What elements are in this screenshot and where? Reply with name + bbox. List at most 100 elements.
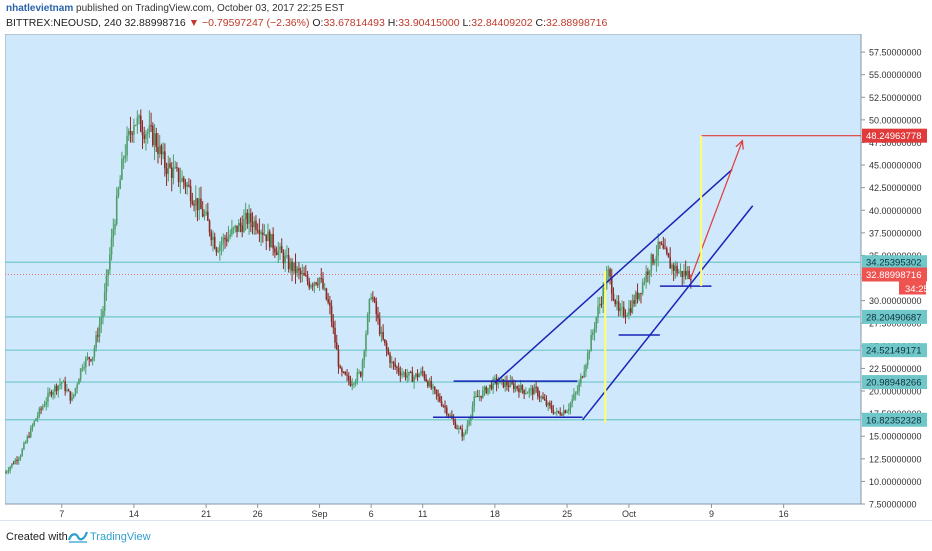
candle-body	[275, 252, 278, 255]
candle-body	[138, 115, 140, 118]
candle-body	[459, 427, 462, 430]
candle-body	[449, 415, 451, 417]
candle-body	[229, 234, 231, 237]
candle-body	[153, 133, 156, 146]
candle-body	[256, 229, 259, 231]
candle-body	[298, 268, 300, 271]
author-name[interactable]: nhatlevietnam	[6, 3, 74, 14]
candle-body	[360, 371, 362, 377]
candle-body	[562, 410, 565, 416]
candle-body	[421, 371, 424, 373]
candle-body	[78, 379, 80, 385]
x-tick-label: 25	[562, 509, 572, 519]
candle-body	[549, 402, 551, 406]
created-with-label: Created with	[6, 531, 68, 543]
candle-body	[11, 463, 13, 467]
tradingview-logo-icon[interactable]	[68, 528, 88, 544]
candle-body	[435, 389, 438, 395]
candle-body	[380, 331, 383, 334]
price-chart[interactable]: 7.50000000 10.00000000 12.50000000 15.00000…	[4, 33, 929, 520]
candle-body	[537, 387, 539, 397]
candle-body	[237, 223, 240, 232]
candle-body	[645, 271, 647, 282]
candle-body	[600, 303, 603, 305]
candle-body	[145, 133, 147, 139]
candle-body	[619, 308, 622, 312]
candle-body	[74, 388, 77, 395]
candle-body	[684, 270, 687, 276]
candle-body	[492, 379, 494, 390]
candle-body	[184, 182, 187, 187]
candle-body	[372, 297, 374, 299]
plot-background	[4, 33, 862, 505]
y-tick-label: 37.50000000	[869, 228, 922, 238]
x-tick-label: 9	[709, 509, 714, 519]
candle-body	[40, 408, 42, 410]
candle-body	[353, 383, 355, 385]
down-triangle-icon: ▼	[188, 17, 200, 29]
candle-body	[622, 307, 625, 316]
chart-area[interactable]: 7.50000000 10.00000000 12.50000000 15.00000…	[4, 33, 929, 520]
candle-body	[129, 131, 132, 134]
candle-body	[146, 132, 149, 134]
candle-body	[258, 230, 261, 235]
candle-body	[207, 211, 209, 221]
candle-body	[231, 228, 233, 235]
candle-body	[43, 405, 46, 407]
y-tick-label: 15.00000000	[869, 432, 922, 442]
candle-body	[574, 392, 577, 395]
y-tick-label: 52.50000000	[869, 93, 922, 103]
candle-body	[277, 249, 280, 255]
level-label: 34.25395302	[866, 258, 921, 269]
candle-body	[317, 284, 319, 286]
candle-body	[255, 220, 257, 230]
candle-body	[344, 372, 347, 375]
candle-body	[318, 277, 321, 285]
ohlc-line: BITTREX:NEOUSD, 240 32.88998716 ▼ −0.795…	[6, 17, 607, 29]
current-price-label: 32.88998716	[866, 270, 921, 281]
candle-body	[442, 405, 445, 407]
candle-body	[69, 391, 72, 401]
candle-body	[16, 459, 18, 461]
arrow-head-icon	[735, 139, 744, 150]
candle-body	[248, 213, 250, 224]
candle-body	[315, 282, 317, 285]
candle-body	[286, 255, 288, 257]
candle-body	[547, 402, 549, 406]
candle-body	[382, 331, 384, 340]
candle-body	[52, 392, 54, 396]
candle-body	[115, 195, 118, 224]
candle-body	[397, 367, 400, 372]
candle-body	[203, 214, 206, 217]
x-tick-label: 16	[779, 509, 789, 519]
candle-body	[464, 430, 467, 435]
candle-body	[454, 421, 457, 429]
candle-body	[569, 402, 572, 409]
candle-body	[523, 389, 525, 394]
candle-body	[610, 276, 613, 294]
candle-body	[205, 211, 207, 215]
candle-body	[650, 254, 653, 271]
candle-body	[655, 255, 658, 261]
candle-body	[219, 244, 221, 251]
candle-body	[521, 385, 524, 390]
candle-body	[485, 386, 488, 394]
candle-body	[160, 145, 163, 155]
candle-body	[67, 389, 70, 392]
candle-body	[57, 385, 60, 391]
candle-body	[389, 354, 391, 364]
candle-body	[396, 366, 398, 368]
candle-body	[24, 441, 27, 444]
change-value: −0.79597247 (−2.36%)	[202, 17, 310, 29]
candle-body	[514, 386, 517, 390]
candle-body	[488, 384, 491, 388]
candle-body	[566, 411, 568, 413]
candle-body	[502, 379, 505, 388]
candle-body	[447, 414, 450, 416]
channel-upper	[494, 169, 733, 384]
candle-body	[327, 299, 329, 303]
level-label-bg	[862, 375, 927, 390]
tradingview-brand[interactable]: TradingView	[90, 531, 151, 543]
candle-body	[676, 266, 678, 274]
candle-body	[124, 155, 127, 159]
